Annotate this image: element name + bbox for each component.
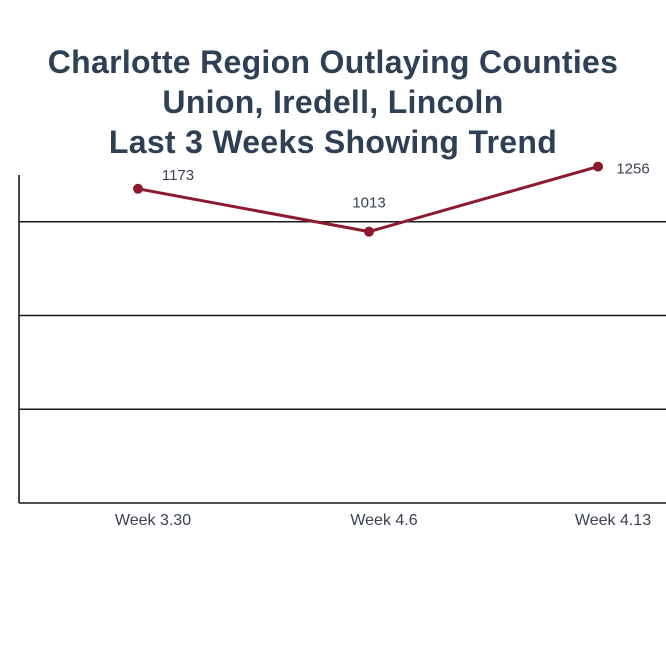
- x-tick-labels: Week 3.30 Week 4.6 Week 4.13: [115, 512, 651, 529]
- data-label: 1013: [352, 195, 385, 212]
- x-tick-label: Week 4.13: [575, 512, 651, 529]
- x-tick-label: Week 4.6: [350, 512, 417, 529]
- data-label: 1173: [162, 167, 194, 184]
- title-line-2: Union, Iredell, Lincoln: [162, 84, 504, 120]
- x-tick-label: Week 3.30: [115, 512, 191, 529]
- title-line-3: Last 3 Weeks Showing Trend: [108, 124, 558, 160]
- series-line-group: [133, 161, 603, 237]
- data-labels: 1173 1013 1256: [162, 161, 650, 212]
- data-label: 1256: [616, 161, 649, 178]
- data-point: [133, 183, 143, 194]
- data-point: [364, 226, 374, 237]
- data-point: [593, 161, 603, 172]
- gridlines: [19, 221, 666, 410]
- title-line-1: Charlotte Region Outlaying Counties: [47, 44, 619, 80]
- chart-title: Charlotte Region Outlaying Counties Unio…: [0, 42, 666, 162]
